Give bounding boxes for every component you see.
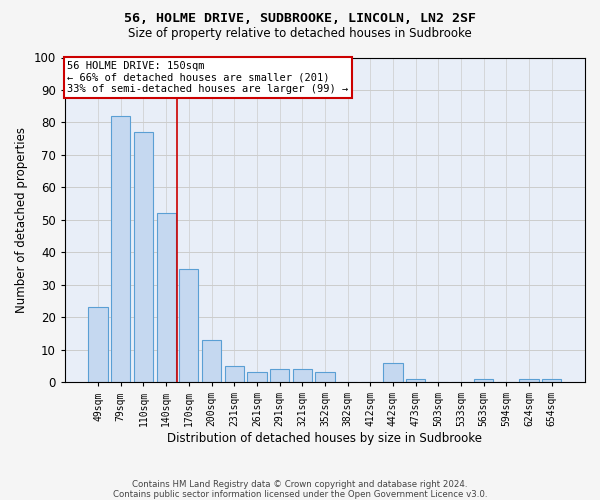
Text: 56, HOLME DRIVE, SUDBROOKE, LINCOLN, LN2 2SF: 56, HOLME DRIVE, SUDBROOKE, LINCOLN, LN2… [124,12,476,26]
Bar [542,379,562,382]
Bar [315,372,335,382]
Bar [270,369,289,382]
Bar [134,132,153,382]
Bar [406,379,425,382]
Bar [520,379,539,382]
Bar [293,369,312,382]
Bar [383,362,403,382]
Text: Size of property relative to detached houses in Sudbrooke: Size of property relative to detached ho… [128,28,472,40]
Bar [474,379,493,382]
Bar [111,116,130,382]
Bar [224,366,244,382]
X-axis label: Distribution of detached houses by size in Sudbrooke: Distribution of detached houses by size … [167,432,482,445]
Bar [88,308,108,382]
Bar [157,214,176,382]
Y-axis label: Number of detached properties: Number of detached properties [15,127,28,313]
Bar [247,372,266,382]
Text: 56 HOLME DRIVE: 150sqm
← 66% of detached houses are smaller (201)
33% of semi-de: 56 HOLME DRIVE: 150sqm ← 66% of detached… [67,60,349,94]
Text: Contains HM Land Registry data © Crown copyright and database right 2024.
Contai: Contains HM Land Registry data © Crown c… [113,480,487,499]
Bar [202,340,221,382]
Bar [179,268,199,382]
